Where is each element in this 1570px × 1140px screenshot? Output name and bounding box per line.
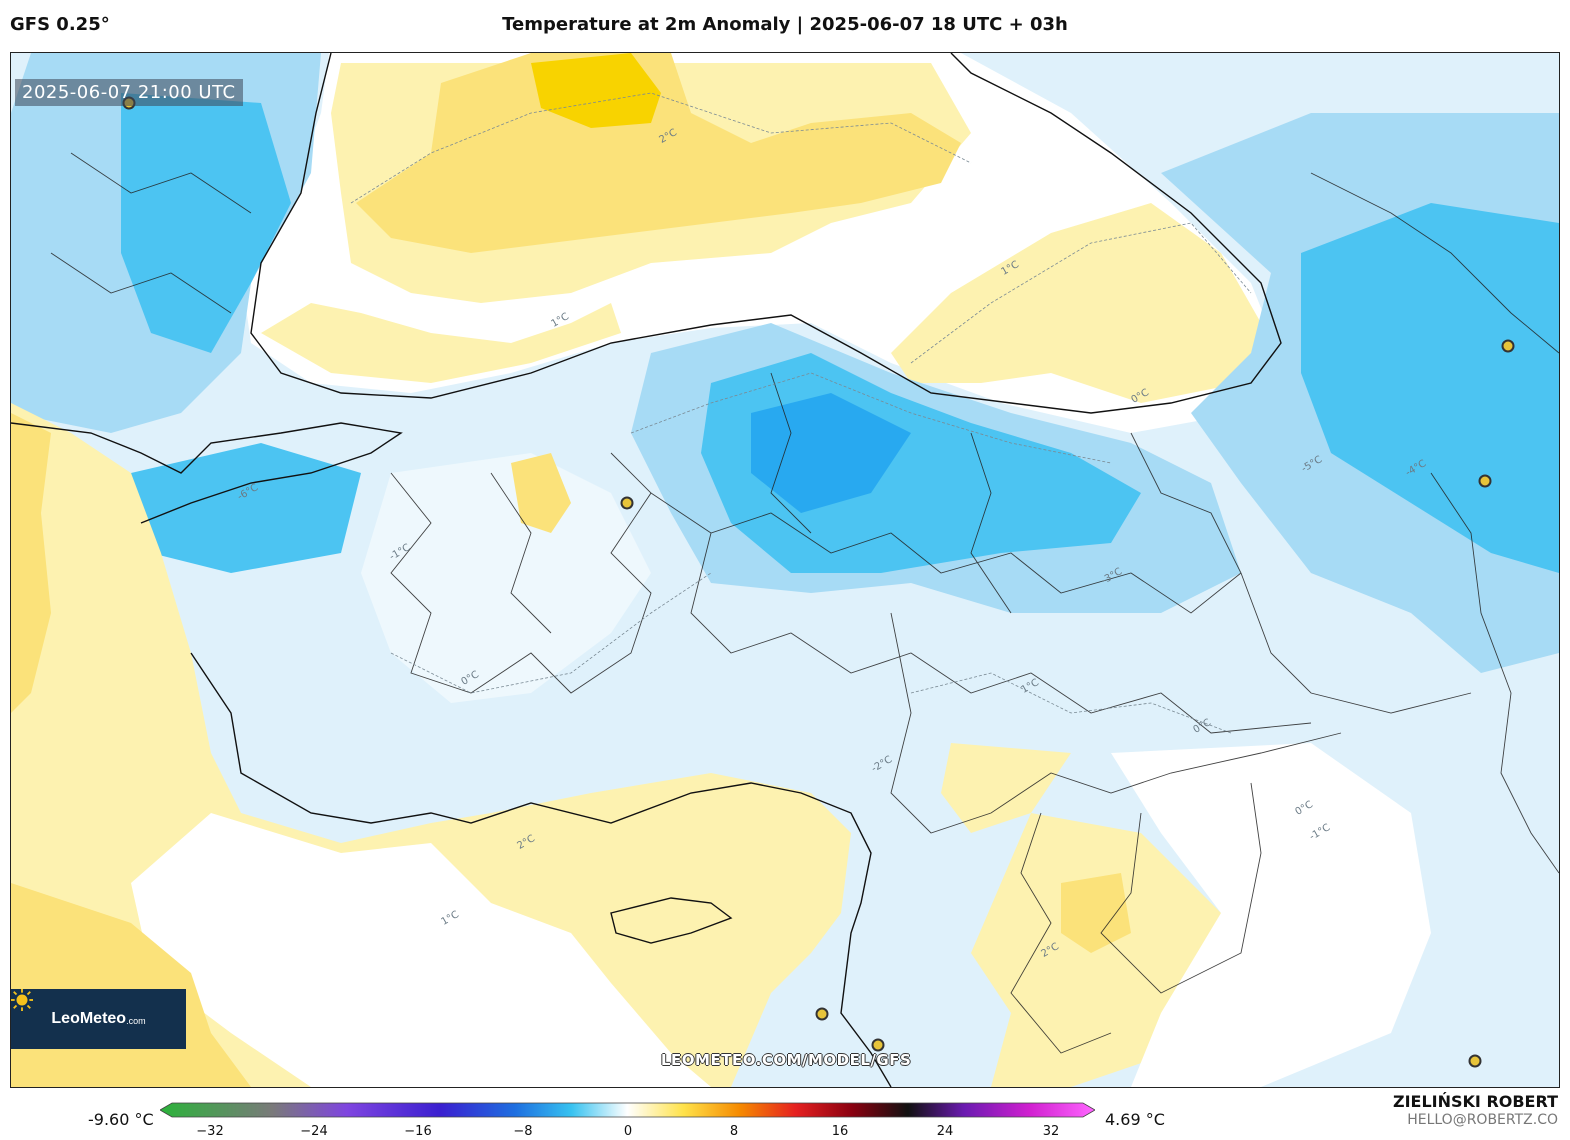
colorbar: -9.60 °C −32 −24 −16 − — [0, 1092, 1570, 1140]
thrace-cold — [131, 443, 361, 573]
sun-icon — [11, 989, 33, 1011]
city-marker — [815, 1007, 829, 1021]
map-title: Temperature at 2m Anomaly | 2025-06-07 1… — [502, 14, 1068, 35]
central-white — [361, 453, 651, 703]
mediterranean-white — [131, 813, 711, 1087]
city-marker — [620, 496, 634, 510]
leometeo-logo[interactable]: LeoMeteo .com — [11, 989, 186, 1049]
black-sea-east-warm — [891, 203, 1261, 403]
max-value-label: 4.69 °C — [1105, 1110, 1165, 1129]
colorbar-tick: −16 — [404, 1124, 432, 1139]
author-email[interactable]: HELLO@ROBERTZ.CO — [1407, 1112, 1558, 1128]
iraq-warm-core — [1061, 873, 1131, 953]
anomaly-map: 2°C 1°C 1°C 0°C -6°C -1°C -3°C -5°C -4°C… — [10, 52, 1560, 1088]
black-sea-north-strip — [261, 303, 621, 383]
balkan-cold-core — [121, 93, 291, 353]
model-label: GFS 0.25° — [10, 14, 110, 35]
borders — [50, 152, 1559, 1054]
black-sea-warm-max — [531, 53, 661, 128]
colorbar-tick: 24 — [936, 1124, 954, 1139]
valid-time-badge: 2025-06-07 21:00 UTC — [15, 79, 243, 106]
source-watermark: LEOMETEO.COM/MODEL/GFS — [661, 1051, 912, 1069]
author-name: ZIELIŃSKI ROBERT — [1392, 1092, 1558, 1111]
east-cold-core — [1301, 203, 1559, 573]
southeast-white — [1111, 743, 1431, 1087]
city-marker — [1501, 339, 1515, 353]
colorbar-tick: −8 — [513, 1124, 533, 1139]
map-canvas — [11, 53, 1559, 1087]
colorbar-tick: −24 — [300, 1124, 328, 1139]
contour-lines — [350, 92, 1252, 734]
colorbar-tick: 8 — [729, 1124, 739, 1139]
city-marker — [871, 1038, 885, 1052]
black-sea-warm-core — [356, 53, 961, 253]
colorbar-tick: 16 — [831, 1124, 849, 1139]
south-pale — [941, 743, 1071, 833]
logo-domain: .com — [126, 1016, 146, 1026]
city-marker — [1468, 1054, 1482, 1068]
city-marker — [1478, 474, 1492, 488]
aegean-west-warm — [11, 413, 51, 713]
colorbar-tick: 0 — [623, 1124, 633, 1139]
coastlines — [11, 53, 1282, 1087]
colorbar-tick: 32 — [1042, 1124, 1060, 1139]
konya-warm — [511, 453, 571, 533]
min-value-label: -9.60 °C — [88, 1110, 154, 1129]
anatolia-coldest — [751, 393, 911, 513]
logo-name: LeoMeteo — [51, 1010, 127, 1027]
colorbar-tick: −32 — [196, 1124, 224, 1139]
colorbar-gradient — [160, 1102, 1095, 1118]
